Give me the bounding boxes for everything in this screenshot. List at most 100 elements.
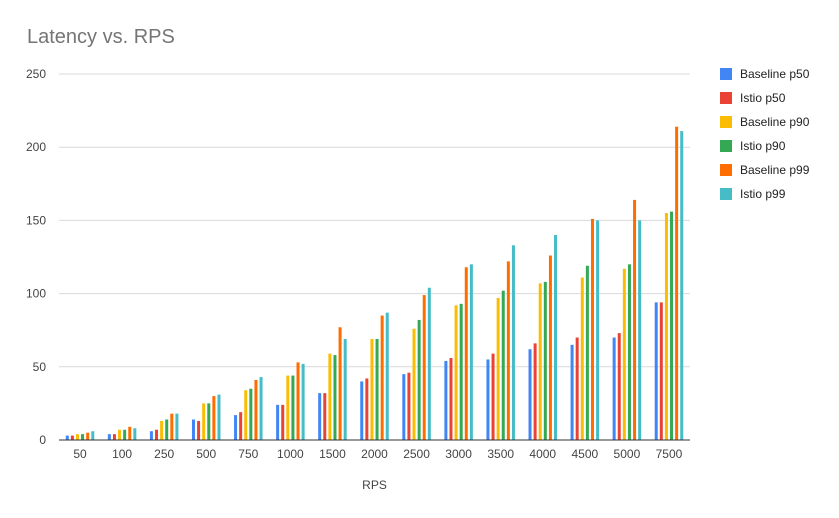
x-axis-title: RPS	[362, 478, 387, 492]
legend: Baseline p50 Istio p50 Baseline p90 Istio p…	[720, 67, 810, 201]
bar	[548, 255, 552, 440]
bar	[133, 428, 137, 440]
bar	[217, 394, 221, 440]
bar	[580, 277, 584, 440]
bar	[249, 388, 253, 440]
bar	[449, 358, 453, 440]
bar	[160, 420, 164, 440]
bar	[590, 218, 594, 440]
bar	[343, 338, 347, 440]
bar	[402, 374, 406, 440]
y-tick-label: 50	[33, 360, 47, 374]
bar	[239, 412, 243, 440]
legend-swatch	[720, 188, 732, 200]
x-tick-label: 50	[73, 447, 87, 461]
bar	[254, 379, 258, 440]
bar	[664, 213, 668, 440]
bar	[506, 261, 510, 440]
bar	[422, 295, 426, 440]
bar	[202, 403, 206, 440]
series-istio-p50	[70, 302, 663, 440]
bar	[328, 353, 332, 440]
bar	[212, 396, 216, 440]
y-axis-ticks: 0 50 100 150 200 250	[26, 67, 46, 447]
bar	[659, 302, 663, 440]
chart-title: Latency vs. RPS	[27, 26, 175, 48]
bar	[533, 343, 537, 440]
bar	[612, 337, 616, 440]
bar	[417, 319, 421, 440]
legend-label: Baseline p99	[740, 163, 810, 177]
bar	[380, 315, 384, 440]
bar	[197, 420, 201, 440]
bar	[412, 328, 416, 440]
bar	[281, 404, 285, 440]
bar	[291, 375, 295, 440]
bar	[259, 377, 263, 440]
bar	[670, 211, 674, 440]
bar	[585, 265, 589, 440]
legend-label: Istio p99	[740, 187, 786, 201]
bar	[323, 393, 327, 440]
bar	[538, 283, 542, 440]
x-tick-label: 1500	[319, 447, 346, 461]
bar	[128, 426, 132, 440]
bar	[491, 353, 495, 440]
x-tick-label: 100	[112, 447, 132, 461]
x-tick-label: 7500	[656, 447, 683, 461]
bar	[370, 338, 374, 440]
bar	[301, 363, 305, 440]
bar	[427, 287, 431, 440]
bar	[528, 349, 532, 440]
bar	[617, 333, 621, 440]
bar	[123, 429, 127, 440]
bar	[112, 434, 116, 440]
bar	[244, 390, 248, 440]
bar	[107, 434, 111, 440]
x-axis-ticks: 50 100 250 500 750 1000 1500 2000 2500 3000 3500 40…	[73, 447, 682, 461]
legend-item: Baseline p99	[720, 163, 810, 177]
bar-series	[65, 126, 684, 440]
x-tick-label: 4500	[571, 447, 598, 461]
legend-swatch	[720, 164, 732, 176]
bar	[375, 338, 379, 440]
x-tick-label: 3500	[487, 447, 514, 461]
bar	[360, 381, 364, 440]
bar	[170, 413, 174, 440]
legend-item: Baseline p90	[720, 115, 810, 129]
series-baseline-p90	[75, 213, 668, 440]
legend-swatch	[720, 116, 732, 128]
legend-swatch	[720, 140, 732, 152]
bar	[318, 393, 322, 440]
bar	[175, 413, 179, 440]
bar	[627, 264, 631, 440]
bar	[65, 435, 69, 440]
y-tick-label: 100	[26, 287, 46, 301]
series-baseline-p99	[86, 126, 679, 440]
legend-item: Istio p99	[720, 187, 786, 201]
x-tick-label: 4000	[529, 447, 556, 461]
gridlines	[59, 73, 690, 368]
bar	[207, 403, 211, 440]
legend-label: Baseline p90	[740, 115, 810, 129]
series-istio-p99	[91, 131, 684, 440]
bar	[91, 431, 95, 440]
bar	[70, 435, 74, 440]
bar	[407, 372, 411, 440]
bar	[365, 378, 369, 440]
bar	[469, 264, 473, 440]
bar	[296, 362, 300, 440]
legend-swatch	[720, 68, 732, 80]
x-tick-label: 250	[154, 447, 174, 461]
bar	[680, 131, 684, 440]
bar	[276, 404, 280, 440]
bar	[234, 415, 238, 440]
series-baseline-p50	[65, 302, 658, 440]
legend-item: Istio p90	[720, 139, 786, 153]
bar	[464, 267, 468, 440]
bar	[165, 419, 169, 440]
bar	[385, 312, 389, 440]
y-tick-label: 250	[26, 67, 46, 81]
bar	[118, 429, 122, 440]
